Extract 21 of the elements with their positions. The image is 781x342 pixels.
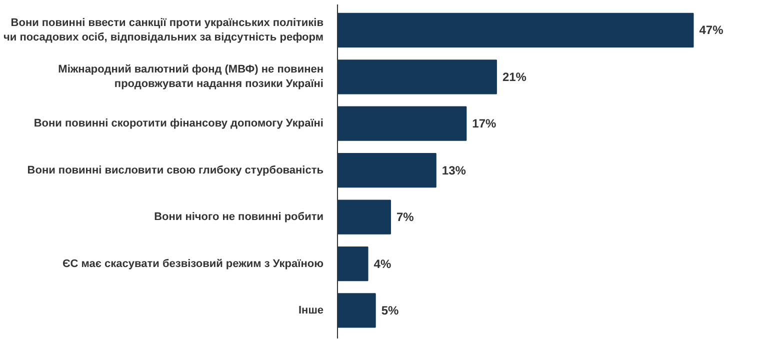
data-label: 47% — [699, 23, 724, 38]
bar — [338, 246, 368, 282]
bar — [338, 293, 376, 328]
bar — [338, 106, 467, 141]
data-label: 4% — [374, 256, 392, 271]
bar — [338, 12, 694, 48]
y-tick-label: Вони повинні висловити свою глибоку стурбованість — [27, 164, 324, 176]
bar — [338, 153, 436, 188]
bar — [338, 200, 391, 234]
data-label: 17% — [472, 116, 497, 131]
data-label: 21% — [502, 70, 527, 84]
data-label: 13% — [442, 163, 466, 178]
y-tick-label: Інше — [298, 304, 324, 316]
data-label: 7% — [396, 210, 414, 224]
bar — [338, 60, 497, 94]
y-tick-label: Міжнародний валютний фонд (МВФ) не повинен продовжувати надання позики Україні — [58, 64, 324, 90]
data-label: 5% — [381, 303, 400, 318]
y-tick-label: Вони повинні скоротити фінансову допомогу Україні — [34, 118, 324, 130]
y-tick-label: ЄС має скасувати безвізовий режим з Україною — [62, 258, 324, 270]
y-tick-label: Вони нічого не повинні робити — [154, 211, 324, 224]
y-tick-label: Вони повинні ввести санкції проти українських політиків чи посадових осіб, відповідальних за відсутність реформ — [4, 16, 324, 44]
